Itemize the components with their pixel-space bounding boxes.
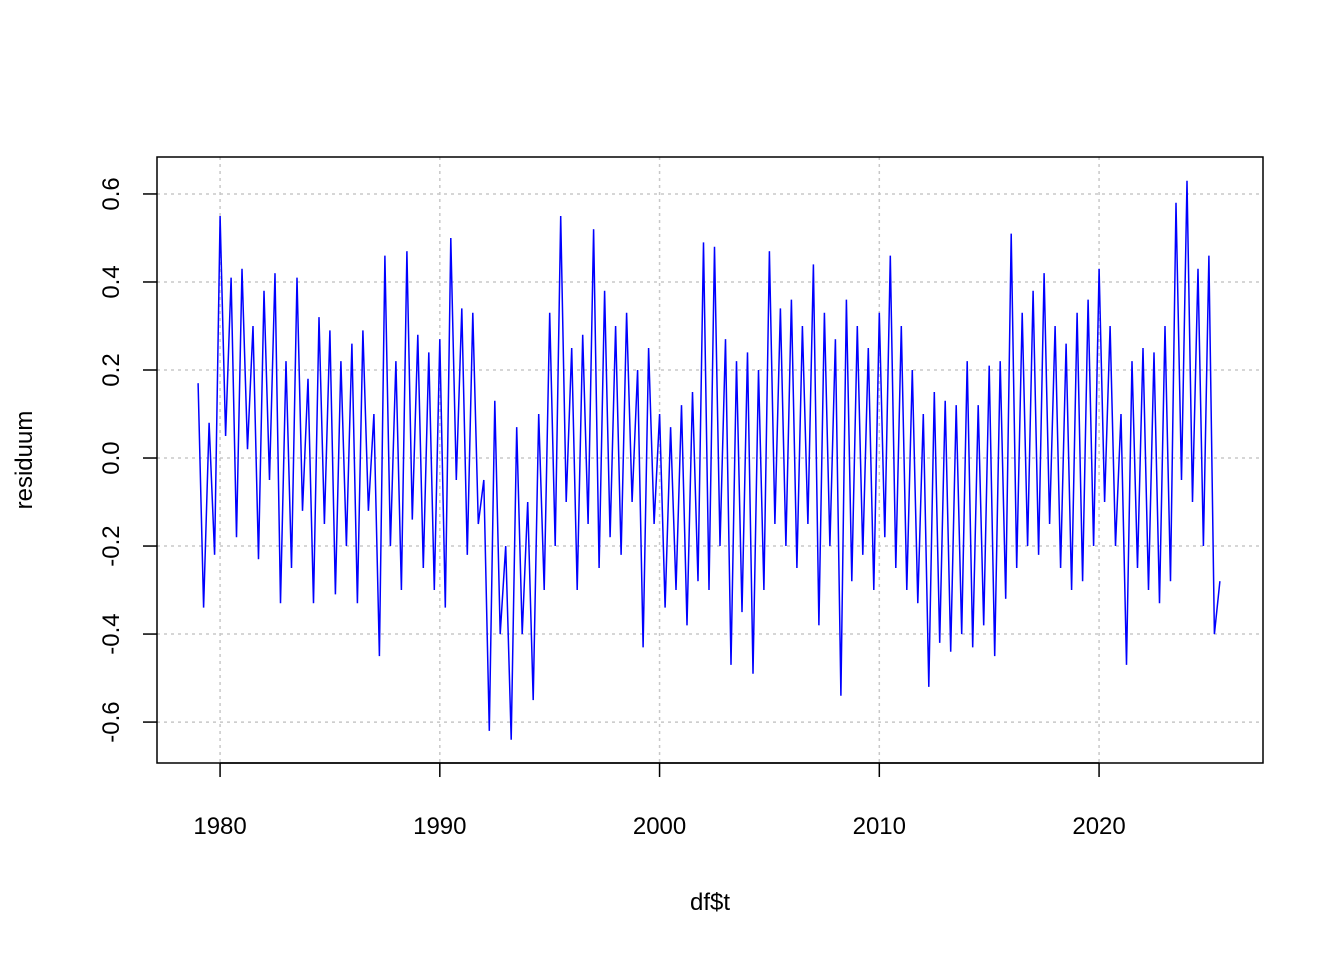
y-tick-label: 0.0 [98, 441, 125, 474]
x-tick-label: 2000 [633, 813, 686, 840]
y-tick-label: -0.4 [98, 613, 125, 654]
y-tick-label: 0.6 [98, 177, 125, 210]
x-tick-label: 1980 [193, 813, 246, 840]
y-tick-label: 0.4 [98, 265, 125, 298]
y-tick-label: -0.6 [98, 701, 125, 742]
data-line [197, 180, 1221, 740]
x-tick-label: 1990 [413, 813, 466, 840]
x-tick-label: 2020 [1072, 813, 1125, 840]
y-tick-label: -0.2 [98, 525, 125, 566]
y-axis-label: residuum [11, 411, 38, 510]
x-tick-label: 2010 [853, 813, 906, 840]
y-tick-label: 0.2 [98, 353, 125, 386]
x-axis-label: df$t [690, 889, 730, 916]
